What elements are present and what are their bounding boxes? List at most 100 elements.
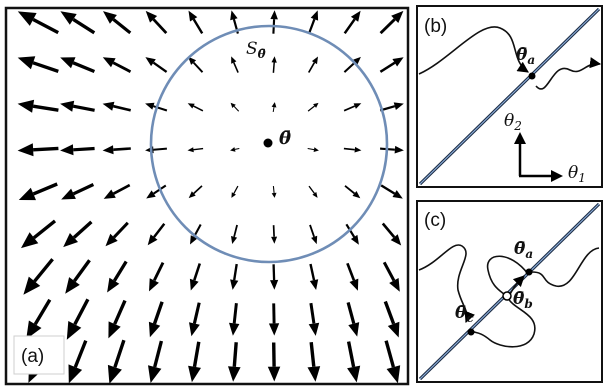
panel-b: θ̄a (b) θ2 θ1 xyxy=(416,5,603,188)
field-arrow-head xyxy=(270,279,279,290)
field-arrow-shaft xyxy=(153,222,166,238)
panel-c-frame xyxy=(416,200,603,383)
panel-a: Sθ̄ θ̄ (a) xyxy=(4,6,410,386)
field-arrow-head xyxy=(230,10,238,21)
field-arrow-shaft xyxy=(343,18,356,35)
field-arrow-shaft xyxy=(112,104,132,112)
field-arrow-head xyxy=(307,366,321,382)
field-arrow-shaft xyxy=(309,302,316,324)
field-arrow-shaft xyxy=(72,17,96,35)
panel-b-curve-right xyxy=(535,57,602,90)
vector-field xyxy=(17,10,404,384)
field-arrow-head xyxy=(309,279,319,290)
panel-b-point-a xyxy=(528,72,536,80)
field-arrow-shaft xyxy=(379,18,396,35)
field-arrow-shaft xyxy=(272,62,275,73)
panel-c-loop-top xyxy=(486,255,529,299)
field-arrow-head xyxy=(271,192,277,198)
panel-b-frame xyxy=(416,5,603,188)
panel-a-label-box xyxy=(13,335,65,375)
field-arrow-shaft xyxy=(232,303,238,324)
field-arrow-shaft xyxy=(308,185,315,194)
field-arrow-head xyxy=(61,188,76,200)
field-arrow-shaft xyxy=(73,298,90,326)
field-arrow-head xyxy=(386,365,401,384)
field-arrow-shaft xyxy=(32,104,59,112)
theta2-label: θ2 xyxy=(504,111,522,133)
field-arrow-head xyxy=(231,56,237,64)
field-arrow-head xyxy=(149,278,159,292)
center-point xyxy=(263,138,273,148)
field-arrow-head xyxy=(188,191,196,199)
field-arrow-shaft xyxy=(309,224,315,238)
field-arrow-head xyxy=(146,190,156,199)
field-arrow-head xyxy=(230,279,239,290)
field-arrow-shaft xyxy=(72,104,95,112)
field-arrow-shaft xyxy=(152,261,165,282)
field-arrow-head xyxy=(313,102,319,108)
field-arrow-head xyxy=(145,10,158,23)
field-arrow-shaft xyxy=(346,262,356,281)
field-arrow-head xyxy=(60,100,75,112)
field-arrow-shaft xyxy=(232,342,238,367)
field-arrow-shaft xyxy=(272,186,275,193)
center-label: θ̄ xyxy=(279,128,291,149)
field-arrow-shaft xyxy=(33,258,54,283)
field-arrow-head xyxy=(352,56,361,66)
panel-c-curve-tr xyxy=(531,247,600,287)
field-arrow-head xyxy=(310,10,319,21)
field-arrow-head xyxy=(230,147,236,152)
panel-c-point-a xyxy=(525,268,533,276)
field-arrow-head xyxy=(229,322,240,336)
field-arrow-shaft xyxy=(343,147,355,151)
field-arrow-shaft xyxy=(33,298,52,326)
theta2-arrowhead xyxy=(514,132,526,144)
field-arrow-shaft xyxy=(383,300,396,325)
field-arrow-shaft xyxy=(272,225,275,237)
field-arrow-head xyxy=(60,57,76,69)
panel-c-loop-bottom xyxy=(470,297,536,348)
circle-s-theta xyxy=(149,24,389,264)
field-arrow-shaft xyxy=(309,263,316,281)
theta1-label: θ1 xyxy=(568,163,586,185)
field-arrow-head xyxy=(189,278,199,291)
field-arrow-head xyxy=(267,366,281,382)
panel-c-point-b-label: θ̄b xyxy=(513,289,533,311)
field-arrow-head xyxy=(187,103,195,109)
field-arrow-shaft xyxy=(193,147,204,151)
field-arrow-head xyxy=(350,10,361,22)
field-arrow-head xyxy=(17,99,35,113)
field-arrow-shaft xyxy=(32,219,57,240)
field-arrow-shaft xyxy=(307,62,316,73)
field-arrow-head xyxy=(145,57,156,67)
panel-a-label: (a) xyxy=(21,346,44,367)
field-arrow-head xyxy=(66,321,82,340)
field-arrow-shaft xyxy=(153,147,167,151)
field-arrow-shaft xyxy=(193,185,203,195)
field-arrow-head xyxy=(17,143,34,157)
field-arrow-head xyxy=(349,278,359,291)
panel-b-curve-left xyxy=(418,26,529,75)
field-arrow-head xyxy=(188,56,197,65)
field-arrow-head xyxy=(107,364,122,384)
field-arrow-head xyxy=(228,366,241,382)
field-arrow-shaft xyxy=(192,341,201,368)
field-arrow-shaft xyxy=(234,148,240,150)
field-arrow-shaft xyxy=(272,107,275,112)
field-arrow-shaft xyxy=(307,18,316,34)
field-arrow-head xyxy=(21,232,39,249)
field-arrow-shaft xyxy=(379,61,396,73)
field-arrow-head xyxy=(268,323,280,336)
panel-c-label: (c) xyxy=(424,210,446,231)
field-arrow-shaft xyxy=(309,342,316,367)
field-arrow-head xyxy=(393,102,404,110)
field-arrow-head xyxy=(230,102,236,108)
field-arrow-shaft xyxy=(112,183,131,195)
field-arrow-head xyxy=(63,233,78,248)
field-arrow-shaft xyxy=(152,18,168,35)
field-arrow-head xyxy=(352,191,361,199)
field-arrow-head xyxy=(102,57,116,68)
field-arrow-shaft xyxy=(233,263,238,281)
field-arrow-head xyxy=(108,321,121,339)
